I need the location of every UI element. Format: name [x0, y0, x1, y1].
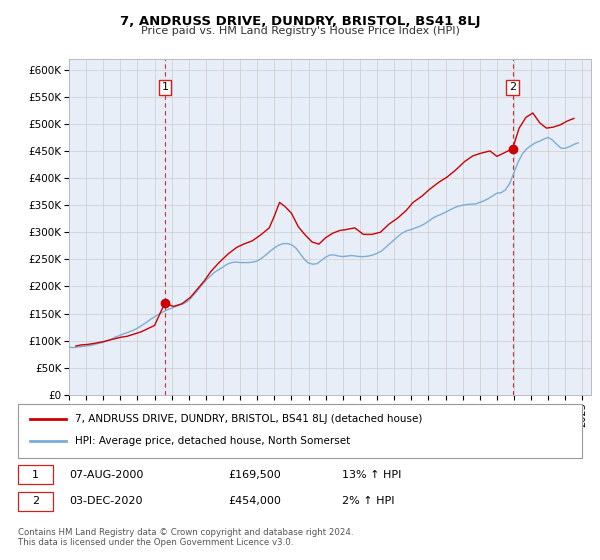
Text: £454,000: £454,000 — [228, 496, 281, 506]
Text: HPI: Average price, detached house, North Somerset: HPI: Average price, detached house, Nort… — [75, 436, 350, 446]
Text: Contains HM Land Registry data © Crown copyright and database right 2024.
This d: Contains HM Land Registry data © Crown c… — [18, 528, 353, 547]
Text: 2: 2 — [32, 496, 39, 506]
Text: Price paid vs. HM Land Registry's House Price Index (HPI): Price paid vs. HM Land Registry's House … — [140, 26, 460, 36]
Text: 7, ANDRUSS DRIVE, DUNDRY, BRISTOL, BS41 8LJ: 7, ANDRUSS DRIVE, DUNDRY, BRISTOL, BS41 … — [120, 15, 480, 27]
Text: 03-DEC-2020: 03-DEC-2020 — [69, 496, 143, 506]
Text: 7, ANDRUSS DRIVE, DUNDRY, BRISTOL, BS41 8LJ (detached house): 7, ANDRUSS DRIVE, DUNDRY, BRISTOL, BS41 … — [75, 414, 422, 423]
Text: 1: 1 — [32, 470, 39, 480]
Text: 2: 2 — [509, 82, 516, 92]
Text: 13% ↑ HPI: 13% ↑ HPI — [342, 470, 401, 480]
Text: 2% ↑ HPI: 2% ↑ HPI — [342, 496, 395, 506]
Text: £169,500: £169,500 — [228, 470, 281, 480]
Text: 1: 1 — [161, 82, 169, 92]
Text: 07-AUG-2000: 07-AUG-2000 — [69, 470, 143, 480]
